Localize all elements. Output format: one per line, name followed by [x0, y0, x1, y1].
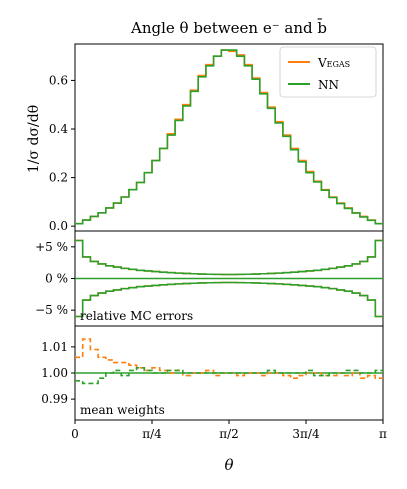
y-tick-label: 0 %: [45, 272, 68, 286]
y-tick-label: 0.4: [49, 122, 68, 136]
legend: Vegas NN: [279, 46, 377, 98]
y-tick-label: 0.6: [49, 73, 68, 87]
legend-label-nn: NN: [318, 78, 339, 92]
x-tick-label: π/4: [142, 427, 162, 441]
relative-errors-panel: +5 % 0 % −5 %: [35, 230, 384, 327]
y-tick-label: 0.0: [49, 219, 68, 233]
y-tick-label: 1.00: [41, 366, 68, 380]
series-line-nn-upper: [75, 239, 383, 276]
series-line-nn: [75, 49, 383, 225]
x-axis-label: θ: [224, 456, 233, 474]
x-tick-label: 0: [71, 427, 79, 441]
y-tick-label: +5 %: [35, 240, 68, 254]
y-tick-label: 1.01: [41, 340, 68, 354]
x-tick-label: π: [379, 427, 387, 441]
y-tick-label: 0.2: [49, 171, 68, 185]
mean-weights-panel: 1.01 1.00 0.99 0 π/4 π/2 3π/4 π: [41, 325, 387, 441]
relative-errors-annotation: relative MC errors: [80, 309, 193, 323]
mean-weights-annotation: mean weights: [80, 403, 165, 417]
x-tick-label: 3π/4: [292, 427, 320, 441]
y-tick-label: 0.99: [41, 392, 68, 406]
x-tick-label: π/2: [219, 427, 239, 441]
y-axis-label: 1/σ dσ/dθ: [26, 105, 42, 173]
y-tick-label: −5 %: [35, 303, 68, 317]
series-line-nn: [75, 366, 383, 385]
chart-title: Angle θ between e⁻ and b̄: [130, 19, 327, 37]
legend-label-vegas: Vegas: [317, 56, 350, 70]
series-line-vegas-upper: [75, 239, 383, 276]
series-line-nn-lower: [75, 281, 383, 318]
